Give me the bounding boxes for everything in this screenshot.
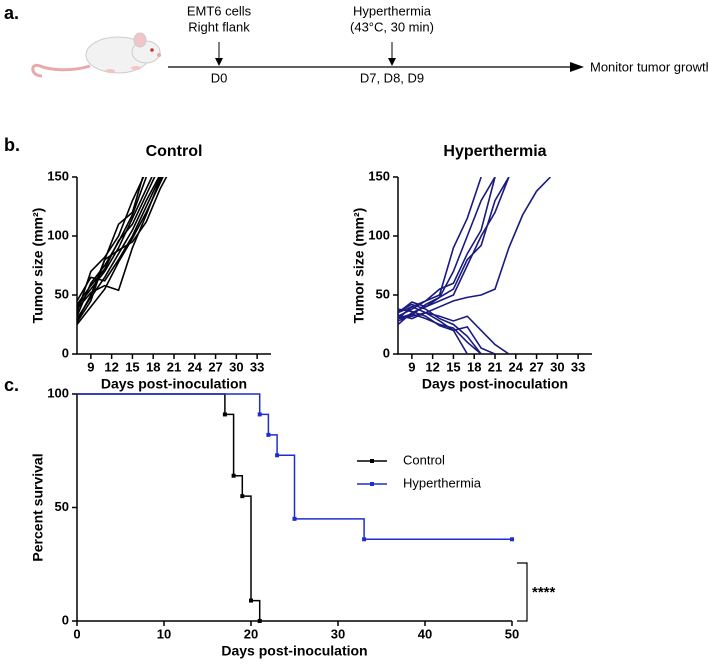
x-tick-label: 18 <box>146 359 160 374</box>
y-axis-label: Tumor size (mm²) <box>351 208 367 324</box>
chart-title: Control <box>146 143 203 160</box>
survival-point <box>257 619 262 623</box>
tumor-line <box>77 177 145 313</box>
survival-point <box>257 412 262 417</box>
end-label: Monitor tumor growth <box>590 59 708 74</box>
y-tick-label: 0 <box>62 612 69 627</box>
survival-curve <box>77 393 261 621</box>
x-tick-label: 21 <box>167 359 181 374</box>
x-tick-label: 27 <box>208 359 222 374</box>
survival-point <box>275 453 280 458</box>
tumor-line <box>398 177 510 314</box>
tumor-line <box>398 313 482 354</box>
tumor-line <box>77 177 156 305</box>
legend-marker <box>370 482 374 486</box>
timeline-arrow <box>570 62 584 72</box>
y-axis-label: Percent survival <box>30 453 46 561</box>
tumor-line <box>398 303 482 354</box>
survival-point <box>249 598 253 603</box>
survival-point <box>231 473 236 478</box>
survival-point <box>510 537 514 542</box>
x-tick-label: 33 <box>571 359 585 374</box>
tumor-line <box>77 177 164 325</box>
y-tick-label: 0 <box>62 345 69 360</box>
x-tick-label: 12 <box>104 359 118 374</box>
x-tick-label: 27 <box>529 359 543 374</box>
legend-label: Control <box>403 452 445 467</box>
day-label: D0 <box>211 70 228 85</box>
mouse-icon <box>31 32 161 78</box>
survival-point <box>292 516 297 521</box>
survival-point <box>240 494 245 499</box>
x-tick-label: 21 <box>488 359 502 374</box>
y-tick-label: 150 <box>47 168 69 183</box>
survival-point <box>266 432 271 437</box>
x-axis-label: Days post-inoculation <box>221 643 367 659</box>
survival-point <box>222 412 227 417</box>
y-tick-label: 50 <box>376 286 390 301</box>
x-tick-label: 9 <box>408 359 415 374</box>
y-tick-label: 0 <box>383 345 390 360</box>
event-label: Right flank <box>188 19 250 34</box>
tumor-line <box>77 177 160 320</box>
x-tick-label: 50 <box>505 626 519 641</box>
tumor-line <box>398 305 468 354</box>
x-tick-label: 24 <box>188 359 203 374</box>
x-tick-label: 15 <box>125 359 139 374</box>
x-tick-label: 40 <box>418 626 432 641</box>
tumor-line <box>77 177 161 302</box>
x-tick-label: 20 <box>244 626 258 641</box>
tumor-line <box>77 177 168 323</box>
tumor-line <box>398 311 510 354</box>
y-tick-label: 150 <box>368 168 390 183</box>
axes <box>397 177 592 355</box>
significance-label: **** <box>532 584 556 601</box>
tumor-line <box>398 177 510 322</box>
survival-curve <box>77 393 512 541</box>
y-axis-label: Tumor size (mm²) <box>30 208 46 324</box>
x-axis-label: Days post-inoculation <box>422 376 568 392</box>
day-label: D7, D8, D9 <box>360 70 424 85</box>
tumor-line <box>77 177 153 308</box>
x-tick-label: 24 <box>509 359 524 374</box>
x-tick-label: 10 <box>157 626 171 641</box>
x-tick-label: 33 <box>250 359 264 374</box>
panel-label: a. <box>4 3 19 23</box>
x-tick-label: 30 <box>550 359 564 374</box>
event-label: EMT6 cells <box>187 3 252 18</box>
x-tick-label: 15 <box>446 359 460 374</box>
tumor-line <box>77 177 144 322</box>
chart-title: Hyperthermia <box>443 143 546 160</box>
y-tick-label: 100 <box>47 385 69 400</box>
y-tick-label: 50 <box>55 286 69 301</box>
event-label: Hyperthermia <box>353 3 432 18</box>
event-arrow-head <box>215 58 223 66</box>
x-tick-label: 30 <box>331 626 345 641</box>
legend-marker <box>370 459 374 463</box>
x-axis-label: Days post-inoculation <box>101 376 247 392</box>
tumor-line <box>398 308 496 354</box>
x-tick-label: 12 <box>425 359 439 374</box>
x-tick-label: 30 <box>229 359 243 374</box>
panel-label: c. <box>4 375 19 395</box>
survival-point <box>362 537 367 542</box>
y-tick-label: 100 <box>47 227 69 242</box>
y-tick-label: 50 <box>55 499 69 514</box>
event-label: (43°C, 30 min) <box>350 19 434 34</box>
x-tick-label: 18 <box>467 359 481 374</box>
y-tick-label: 100 <box>368 227 390 242</box>
x-tick-label: 9 <box>87 359 94 374</box>
x-tick-label: 0 <box>73 626 80 641</box>
tumor-line <box>77 177 163 310</box>
significance-bracket <box>517 562 528 622</box>
event-arrow-head <box>388 58 396 66</box>
panel-label: b. <box>4 135 20 155</box>
legend-label: Hyperthermia <box>403 475 482 490</box>
